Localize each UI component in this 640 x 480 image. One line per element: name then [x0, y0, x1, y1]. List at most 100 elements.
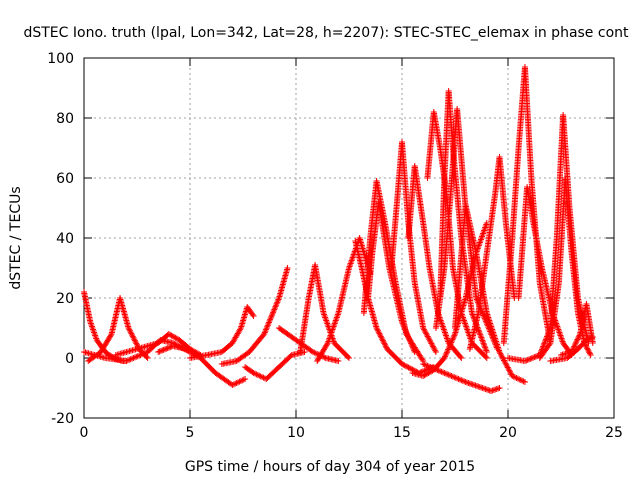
data-point: [501, 357, 508, 364]
data-point: [90, 328, 97, 334]
data-point: [441, 329, 448, 336]
data-point: [435, 367, 442, 374]
data-point: [498, 351, 505, 358]
data-point: [442, 331, 449, 337]
y-tick-label: -20: [51, 411, 74, 427]
data-point: [249, 311, 256, 318]
data-point: [374, 327, 381, 334]
data-point: [461, 319, 468, 325]
data-point: [156, 348, 163, 355]
data-point: [481, 315, 488, 322]
data-point: [423, 332, 430, 339]
data-point: [447, 340, 454, 347]
data-point: [439, 369, 446, 376]
data-point: [423, 362, 430, 369]
data-point: [465, 329, 472, 336]
data-point: [333, 314, 340, 321]
data-point: [556, 331, 563, 337]
data-series: [242, 349, 308, 382]
data-point: [449, 336, 456, 343]
chart-title: dSTEC Iono. truth (lpal, Lon=342, Lat=28…: [23, 25, 629, 41]
data-point: [460, 316, 467, 322]
data-point: [476, 328, 483, 335]
data-point: [263, 325, 270, 332]
data-point: [409, 344, 416, 351]
data-point: [400, 323, 407, 330]
data-point: [442, 370, 449, 377]
data-point: [441, 328, 448, 334]
data-point: [314, 351, 321, 357]
data-point: [445, 346, 452, 353]
data-point: [483, 349, 490, 355]
data-point: [479, 337, 486, 344]
data-point: [479, 232, 486, 238]
data-point: [236, 378, 243, 385]
data-point: [452, 374, 459, 381]
data-point: [507, 370, 514, 377]
data-point: [275, 296, 282, 303]
data-point: [374, 326, 381, 333]
data-point: [273, 300, 280, 307]
y-tick-label: 60: [56, 171, 74, 187]
data-point: [88, 322, 95, 328]
data-point: [373, 325, 380, 331]
data-point: [323, 319, 330, 325]
data-point: [348, 257, 355, 264]
data-point: [321, 313, 328, 319]
data-point: [331, 320, 338, 327]
data-point: [252, 370, 259, 377]
data-point: [445, 371, 452, 378]
data-point: [420, 361, 427, 367]
data-point: [257, 373, 264, 380]
data-point: [377, 332, 384, 338]
data-point: [440, 325, 447, 331]
data-point: [312, 350, 319, 357]
y-tick-label: 80: [56, 111, 74, 127]
data-point: [422, 329, 429, 336]
data-point: [504, 364, 511, 371]
data-point: [462, 322, 469, 328]
data-point: [141, 350, 148, 357]
data-point: [250, 370, 257, 376]
data-point: [335, 358, 342, 364]
data-point: [424, 362, 431, 369]
data-point: [464, 326, 471, 333]
data-point: [399, 319, 405, 325]
data-point: [408, 365, 415, 372]
data-point: [91, 329, 98, 336]
data-point: [440, 326, 447, 333]
data-point: [167, 344, 174, 351]
data-series: [81, 289, 130, 364]
axis-ticks: 0 5 10 15 20 25 -20 0 20 40 60 80 100: [47, 51, 623, 441]
data-point: [124, 357, 131, 364]
data-point: [477, 238, 484, 244]
data-point: [406, 365, 413, 372]
data-point: [439, 323, 446, 330]
data-point: [268, 312, 275, 319]
data-point: [287, 353, 294, 360]
data-point: [481, 226, 488, 232]
data-point: [324, 322, 331, 328]
data-point: [233, 380, 240, 386]
data-point: [127, 356, 134, 363]
data-point: [311, 349, 318, 356]
data-point: [347, 260, 354, 267]
data-point: [92, 332, 99, 339]
data-point: [454, 375, 461, 382]
data-point: [91, 331, 98, 337]
data-point: [138, 351, 145, 358]
data-point: [521, 379, 528, 385]
data-point: [90, 326, 97, 333]
data-point: [432, 349, 439, 355]
data-point: [159, 347, 166, 354]
data-point: [410, 346, 417, 353]
data-point: [448, 339, 455, 346]
data-point: [457, 353, 464, 360]
data-point: [476, 241, 483, 247]
data-point: [324, 341, 331, 348]
data-point: [327, 331, 334, 337]
data-point: [442, 332, 449, 339]
data-point: [482, 346, 489, 353]
data-point: [496, 385, 503, 391]
